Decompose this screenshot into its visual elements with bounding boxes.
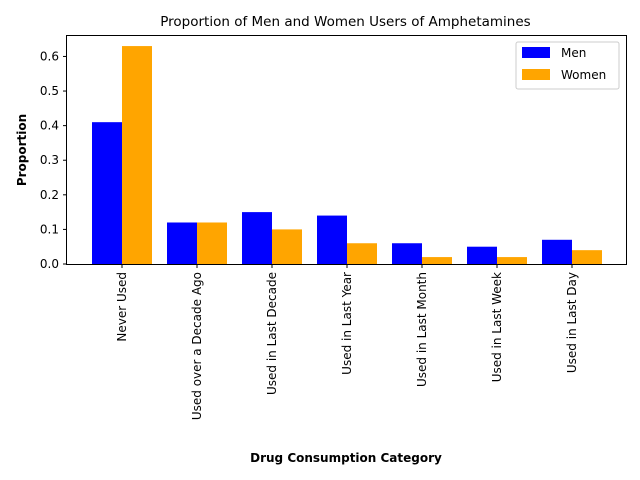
bar-women-3 — [347, 243, 377, 264]
bar-men-0 — [92, 122, 122, 264]
y-tick-label-4: 0.4 — [40, 119, 59, 133]
x-tick-label-1: Used over a Decade Ago — [190, 272, 204, 420]
y-tick-label-6: 0.6 — [40, 49, 59, 63]
legend-swatch-women — [522, 69, 550, 80]
y-tick-label-0: 0.0 — [40, 257, 59, 271]
bar-women-4 — [422, 257, 452, 264]
x-tick-label-5: Used in Last Week — [490, 272, 504, 382]
x-axis: Never Used Used over a Decade Ago Used in … — [115, 264, 579, 420]
chart-title: Proportion of Men and Women Users of Amp… — [160, 14, 530, 30]
x-tick-label-3: Used in Last Year — [340, 272, 354, 375]
y-axis: 0.0 0.1 0.2 0.3 0.4 0.5 0.6 — [40, 49, 67, 271]
x-axis-label: Drug Consumption Category — [250, 451, 442, 465]
bar-men-3 — [317, 215, 347, 264]
x-tick-label-0: Never Used — [115, 272, 129, 342]
legend-label-men: Men — [561, 46, 586, 60]
bar-men-5 — [467, 246, 497, 264]
x-tick-label-2: Used in Last Decade — [265, 272, 279, 395]
bar-women-6 — [572, 250, 602, 264]
legend: Men Women — [515, 41, 620, 90]
y-tick-label-5: 0.5 — [40, 84, 59, 98]
bar-women-5 — [497, 257, 527, 264]
legend-swatch-men — [522, 47, 550, 58]
bars-group — [92, 46, 602, 264]
y-tick-label-2: 0.2 — [40, 188, 59, 202]
y-tick-label-3: 0.3 — [40, 153, 59, 167]
bar-women-2 — [272, 229, 302, 264]
bar-women-0 — [122, 46, 152, 264]
y-axis-label: Proportion — [15, 114, 29, 186]
legend-label-women: Women — [561, 68, 606, 82]
bar-women-1 — [197, 222, 227, 264]
x-tick-label-6: Used in Last Day — [565, 272, 579, 373]
plot-frame — [66, 35, 627, 265]
x-tick-label-4: Used in Last Month — [415, 272, 429, 387]
y-tick-label-1: 0.1 — [40, 222, 59, 236]
bar-men-2 — [242, 212, 272, 264]
bar-men-4 — [392, 243, 422, 264]
bar-men-6 — [542, 239, 572, 264]
bar-men-1 — [167, 222, 197, 264]
